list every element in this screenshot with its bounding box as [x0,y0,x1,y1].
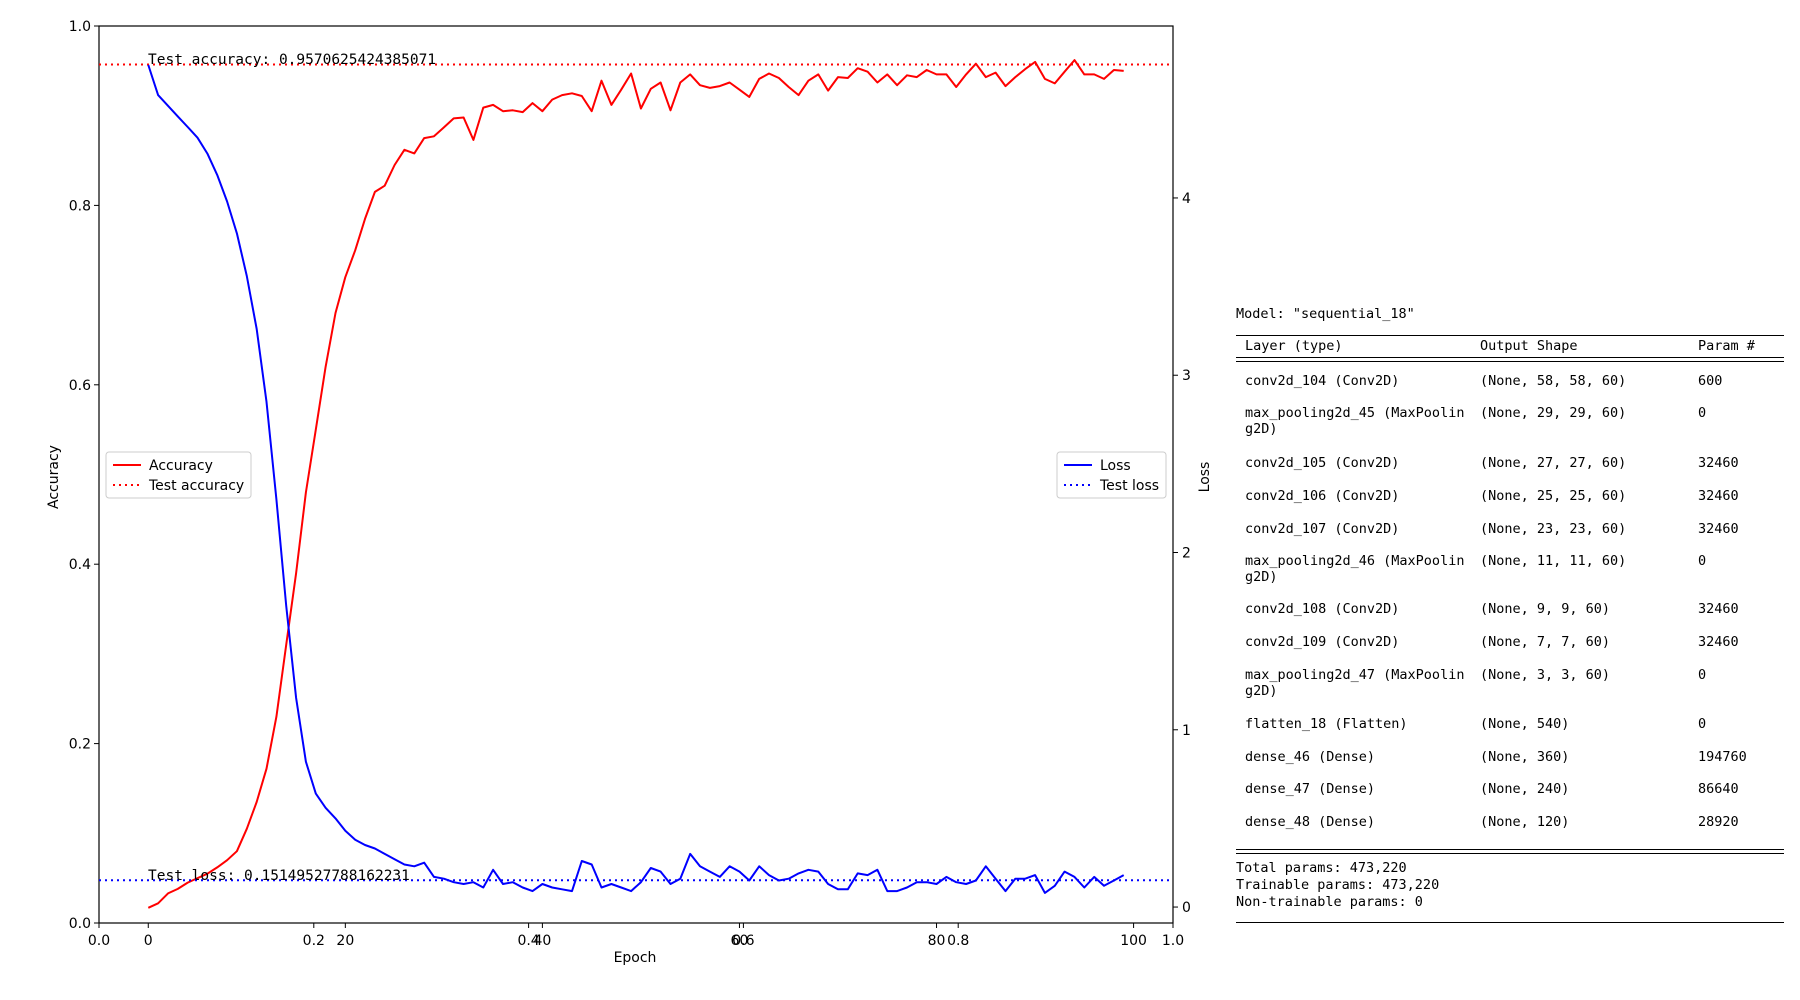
summary-row-shape: (None, 120) [1480,814,1570,830]
overlay-x-tick-label: 0.6 [732,933,754,949]
y-tick-label-right: 4 [1182,191,1191,207]
y-tick-label-left: 0.6 [69,378,91,394]
legend-label: Test accuracy [148,478,244,494]
summary-rule-top [1236,335,1784,336]
summary-row-params: 32460 [1698,455,1739,471]
legend-label: Loss [1100,458,1131,474]
summary-rule-bottom [1236,849,1784,854]
summary-row-layer: dense_48 (Dense) [1245,814,1376,830]
summary-row-params: 0 [1698,667,1707,683]
summary-row-params: 32460 [1698,601,1739,617]
summary-row-params: 0 [1698,716,1707,732]
summary-row-params: 32460 [1698,488,1739,504]
summary-row-params: 0 [1698,553,1707,569]
overlay-x-tick-label: 0.0 [88,933,110,949]
y-tick-label-left: 0.8 [69,198,91,214]
summary-row-params: 28920 [1698,814,1739,830]
x-tick-label: 60 [731,933,749,949]
total-params: Total params: 473,220 [1236,860,1407,876]
x-tick-label: 40 [533,933,551,949]
x-tick-label: 80 [928,933,946,949]
summary-row-layer: conv2d_108 (Conv2D) [1245,601,1400,617]
legend-loss: Loss Test loss [1056,451,1167,499]
summary-row-shape: (None, 25, 25, 60) [1480,488,1627,504]
overlay-x-tick-label: 1.0 [1162,933,1184,949]
summary-row-layer: max_pooling2d_45 (MaxPoolin g2D) [1245,405,1465,437]
summary-row-layer: max_pooling2d_46 (MaxPoolin g2D) [1245,553,1465,585]
summary-row-shape: (None, 58, 58, 60) [1480,373,1627,389]
summary-row-layer: flatten_18 (Flatten) [1245,716,1408,732]
y-tick-label-right: 2 [1182,546,1191,562]
summary-row-layer: max_pooling2d_47 (MaxPoolin g2D) [1245,667,1465,699]
y-axis-label-left: Accuracy [46,445,62,509]
header-shape: Output Shape [1480,338,1578,354]
summary-row-shape: (None, 27, 27, 60) [1480,455,1627,471]
legend-accuracy: Accuracy Test accuracy [105,451,252,499]
trainable-params: Trainable params: 473,220 [1236,877,1440,893]
plot-frame [98,25,1174,924]
model-summary: Model: "sequential_18" Layer (type) Outp… [1236,0,1796,1000]
overlay-x-tick-label: 0.2 [303,933,325,949]
y-tick-label-right: 0 [1182,900,1191,916]
loss-line [147,64,1125,894]
header-layer: Layer (type) [1245,338,1343,354]
y-tick-label-left: 1.0 [69,19,91,35]
summary-row-layer: conv2d_109 (Conv2D) [1245,634,1400,650]
summary-row-params: 194760 [1698,749,1747,765]
overlay-x-tick-label: 0.8 [947,933,969,949]
y-tick-label-left: 0.0 [69,916,91,932]
model-title: Model: "sequential_18" [1236,306,1415,322]
y-tick-label-left: 0.2 [69,737,91,753]
x-tick-label: 100 [1120,933,1147,949]
summary-row-params: 0 [1698,405,1707,421]
overlay-x-tick-label: 0.4 [517,933,539,949]
summary-row-shape: (None, 240) [1480,781,1570,797]
x-tick-label: 20 [336,933,354,949]
summary-row-params: 86640 [1698,781,1739,797]
test-accuracy-annotation: Test accuracy: 0.9570625424385071 [148,52,436,68]
summary-rule-end [1236,922,1784,923]
summary-row-shape: (None, 7, 7, 60) [1480,634,1611,650]
test-loss-annotation: Test loss: 0.15149527788162231 [148,868,410,884]
summary-row-shape: (None, 9, 9, 60) [1480,601,1611,617]
legend-box [1056,451,1167,499]
y-axis-label-right: Loss [1197,462,1213,493]
summary-row-layer: conv2d_105 (Conv2D) [1245,455,1400,471]
non-trainable-params: Non-trainable params: 0 [1236,894,1423,910]
summary-row-shape: (None, 23, 23, 60) [1480,521,1627,537]
x-tick-label: 0 [144,933,153,949]
summary-row-shape: (None, 11, 11, 60) [1480,553,1627,569]
y-tick-label-right: 3 [1182,368,1191,384]
summary-row-layer: conv2d_104 (Conv2D) [1245,373,1400,389]
summary-row-shape: (None, 360) [1480,749,1570,765]
summary-row-layer: conv2d_107 (Conv2D) [1245,521,1400,537]
summary-rule-header [1236,357,1784,362]
y-tick-label-right: 1 [1182,723,1191,739]
summary-row-shape: (None, 3, 3, 60) [1480,667,1611,683]
accuracy-line [147,59,1124,909]
summary-row-layer: dense_47 (Dense) [1245,781,1376,797]
summary-row-params: 600 [1698,373,1723,389]
summary-row-layer: dense_46 (Dense) [1245,749,1376,765]
summary-row-shape: (None, 29, 29, 60) [1480,405,1627,421]
header-params: Param # [1698,338,1755,354]
y-tick-label-left: 0.4 [69,557,91,573]
legend-label: Test loss [1099,478,1159,494]
summary-row-layer: conv2d_106 (Conv2D) [1245,488,1400,504]
legend-label: Accuracy [149,458,213,474]
legend-box [105,451,252,499]
x-axis-label: Epoch [614,950,657,966]
summary-row-params: 32460 [1698,634,1739,650]
summary-row-shape: (None, 540) [1480,716,1570,732]
summary-row-params: 32460 [1698,521,1739,537]
